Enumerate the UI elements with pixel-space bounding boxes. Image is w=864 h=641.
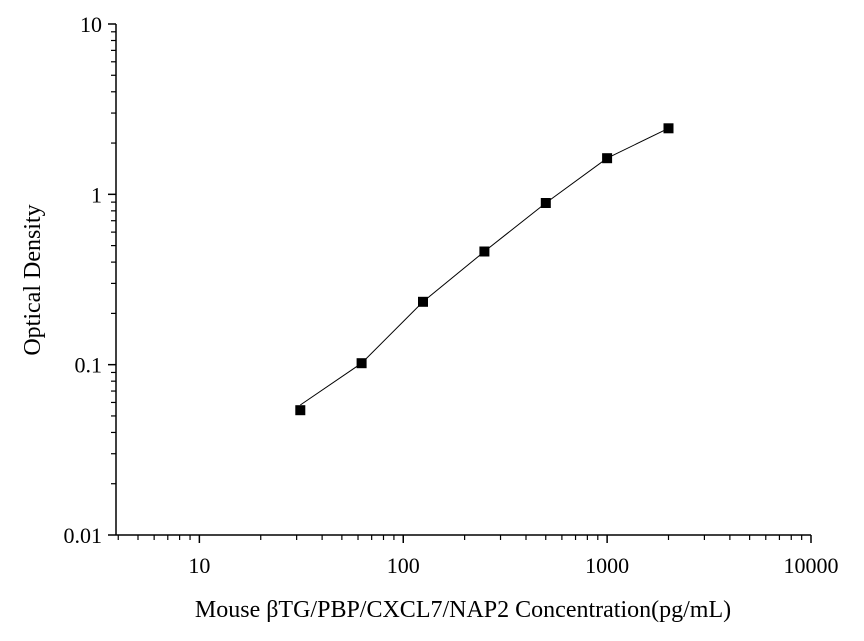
x-tick-label: 100	[387, 553, 420, 578]
x-tick-label: 10000	[784, 553, 839, 578]
data-point	[479, 246, 490, 257]
data-point	[356, 358, 367, 369]
data-points	[295, 123, 674, 416]
x-axis-title: Mouse βTG/PBP/CXCL7/NAP2 Concentration(p…	[195, 597, 731, 623]
data-point	[602, 153, 613, 164]
y-tick-label: 1	[91, 182, 102, 207]
y-tick-label: 0.1	[75, 353, 103, 378]
data-point	[418, 296, 428, 307]
y-axis-title: Optical Density	[20, 204, 46, 355]
data-point	[295, 405, 306, 416]
x-tick-label: 1000	[585, 553, 629, 578]
y-tick-label: 10	[80, 12, 102, 37]
data-point	[540, 198, 551, 208]
axes	[115, 24, 811, 536]
tick-labels: 10 100 1000 10000 0.01 0.1 1 10	[64, 12, 839, 578]
ticks	[108, 23, 812, 543]
data-point	[663, 123, 674, 134]
fit-line	[300, 127, 669, 406]
x-tick-label: 10	[188, 553, 210, 578]
fit-curve	[300, 127, 669, 406]
y-tick-label: 0.01	[64, 523, 103, 548]
